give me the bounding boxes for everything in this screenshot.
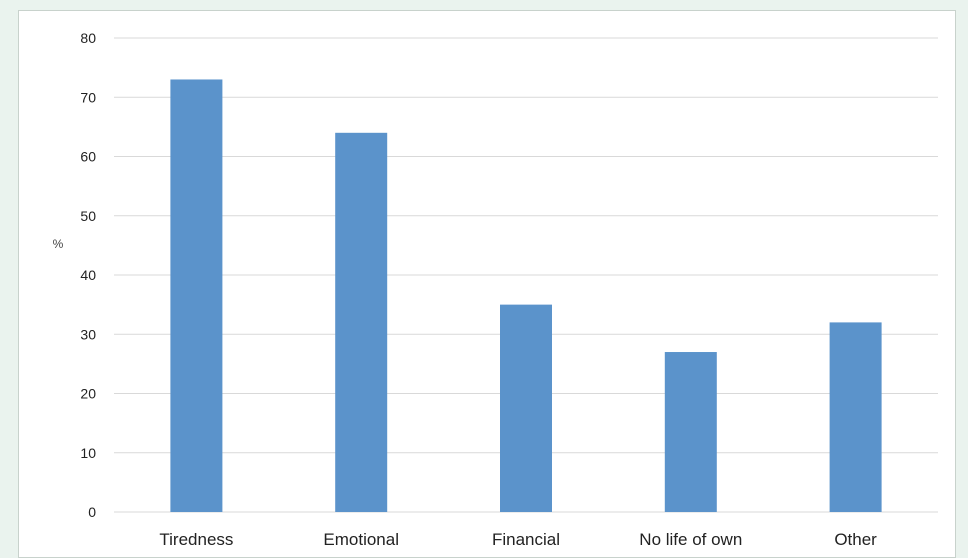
bar-emotional [335,132,388,513]
y-axis-ticks: 0 10 20 30 40 50 60 70 80 [80,30,96,520]
x-category-label: Emotional [323,530,399,549]
x-category-label: Other [834,530,877,549]
bar-no-life-of-own [664,352,717,512]
x-category-label: Financial [492,530,560,549]
y-tick-label: 80 [80,30,96,46]
y-tick-label: 50 [80,208,96,224]
x-category-label: Tiredness [159,530,233,549]
bar-financial [500,304,552,512]
bars [170,79,882,513]
bar-other [829,322,882,512]
y-tick-label: 70 [80,89,96,105]
y-axis-label: % [53,237,64,251]
y-tick-label: 0 [88,504,96,520]
y-tick-label: 20 [80,386,96,402]
y-tick-label: 10 [80,445,96,461]
x-category-label: No life of own [639,530,742,549]
y-tick-label: 40 [80,267,96,283]
bar-tiredness [170,79,223,512]
y-tick-label: 60 [80,149,96,165]
x-axis-categories: Tiredness Emotional Financial No life of ow… [159,530,877,549]
gridlines [114,37,938,513]
y-tick-label: 30 [80,326,96,342]
